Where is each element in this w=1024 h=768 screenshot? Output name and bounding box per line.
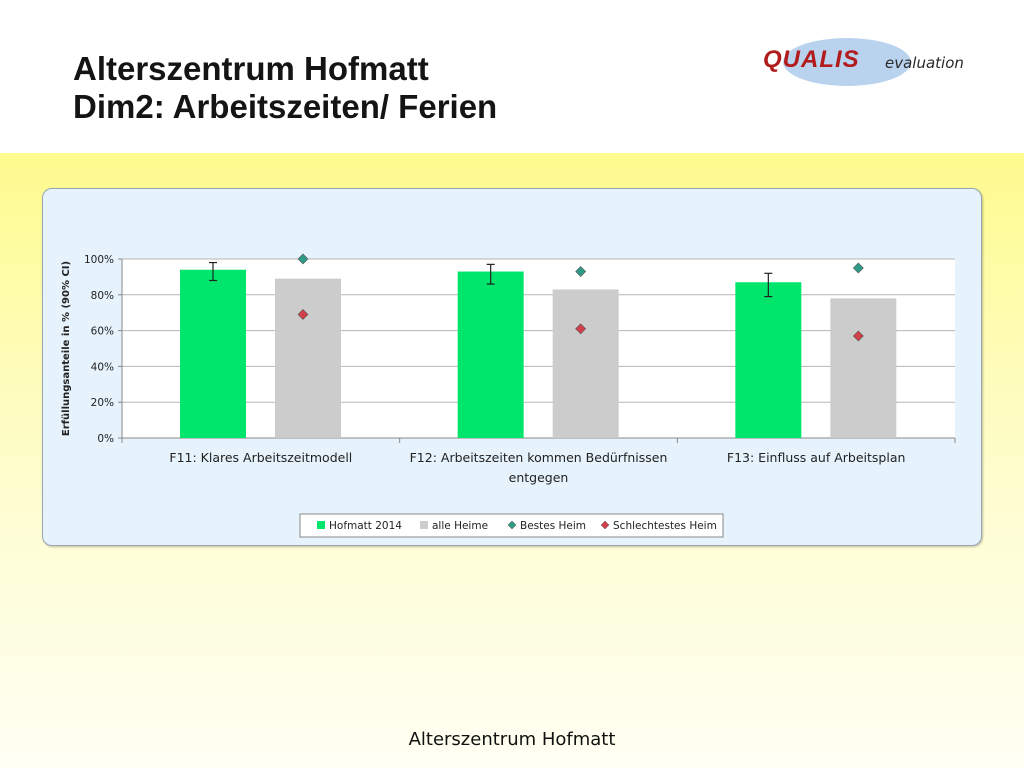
- page-subtitle: Dim2: Arbeitszeiten/ Ferien: [73, 88, 498, 125]
- logo-main-text: QUALIS: [763, 46, 860, 73]
- legend-label: Bestes Heim: [520, 520, 586, 532]
- x-tick-label: F13: Einfluss auf Arbeitsplan: [727, 450, 906, 465]
- title-block: Alterszentrum Hofmatt Dim2: Arbeitszeite…: [73, 50, 497, 126]
- bar-alle-heime: [830, 298, 897, 438]
- plot-area: [122, 259, 955, 438]
- marker-schlechtestes-heim: [297, 309, 309, 320]
- bar-hofmatt: [457, 271, 524, 438]
- logo-sub-text: evaluation: [885, 54, 964, 72]
- x-tick-label: F12: Arbeitszeiten kommen Bedürfnissen: [410, 450, 668, 465]
- y-tick-label: 80%: [91, 290, 114, 302]
- footer-text: Alterszentrum Hofmatt: [408, 729, 616, 750]
- qualis-logo: QUALIS evaluation: [755, 36, 990, 88]
- marker-schlechtestes-heim: [852, 330, 864, 342]
- y-tick-label: 20%: [91, 397, 114, 409]
- y-tick-label: 100%: [84, 254, 114, 266]
- legend-label: Hofmatt 2014: [329, 520, 402, 532]
- legend-marker: [507, 520, 517, 530]
- bar-chart: 0% 20% 40% 60% 80% 100% Erfüllungsanteile in %…: [61, 253, 956, 538]
- marker-bestes-heim: [852, 262, 864, 274]
- y-tick-label: 60%: [91, 326, 114, 338]
- legend-label: Schlechtestes Heim: [613, 520, 717, 532]
- marker-bestes-heim: [575, 266, 587, 277]
- page-title: Alterszentrum Hofmatt: [73, 50, 429, 87]
- chart-panel: 0% 20% 40% 60% 80% 100% Erfüllungsanteile in %…: [42, 188, 982, 546]
- y-tick-label: 40%: [91, 361, 114, 373]
- legend-swatch: [317, 521, 325, 529]
- legend-label: alle Heime: [432, 520, 488, 532]
- y-axis-title: Erfüllungsanteile in % (90% CI): [61, 261, 72, 436]
- marker-schlechtestes-heim: [575, 323, 587, 335]
- marker-bestes-heim: [297, 253, 309, 265]
- legend-marker: [600, 520, 610, 530]
- bar-hofmatt: [735, 282, 802, 438]
- legend-swatch: [420, 521, 428, 529]
- logo-ellipse: [783, 38, 911, 86]
- bar-alle-heime: [552, 289, 619, 438]
- x-tick-label: entgegen: [509, 470, 569, 485]
- bar-alle-heime: [275, 278, 341, 438]
- bar-hofmatt: [180, 269, 246, 438]
- x-tick-label: F11: Klares Arbeitszeitmodell: [169, 450, 352, 465]
- y-tick-label: 0%: [97, 433, 114, 445]
- legend: Hofmatt 2014 alle Heime Bestes Heim Schlech…: [299, 513, 724, 538]
